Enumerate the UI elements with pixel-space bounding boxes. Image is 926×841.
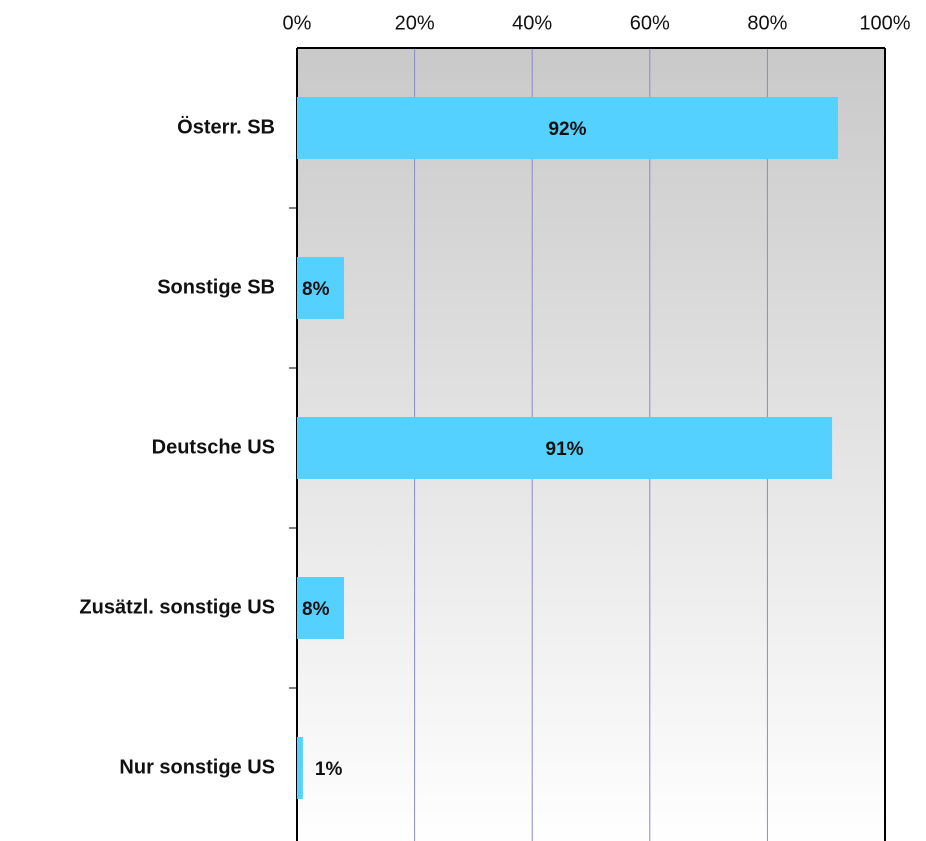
y-tick-label: Nur sonstige US	[119, 756, 275, 778]
x-tick-label: 60%	[630, 12, 670, 34]
bar	[297, 737, 303, 799]
bar	[297, 257, 345, 319]
y-tick-label: Sonstige SB	[157, 276, 275, 298]
bar	[297, 577, 345, 639]
value-label: 8%	[302, 279, 330, 300]
bar	[297, 417, 833, 479]
value-label: 1%	[315, 759, 343, 780]
value-label: 91%	[546, 439, 584, 460]
y-tick-label: Deutsche US	[152, 436, 275, 458]
bar	[297, 97, 838, 159]
x-tick-label: 100%	[859, 12, 910, 34]
x-tick-label: 0%	[283, 12, 312, 34]
y-tick-label: Zusätzl. sonstige US	[79, 596, 275, 618]
value-label: 92%	[548, 119, 586, 140]
x-tick-label: 40%	[512, 12, 552, 34]
x-tick-label: 80%	[747, 12, 787, 34]
y-tick-label: Österr. SB	[177, 115, 275, 138]
x-tick-label: 20%	[395, 12, 435, 34]
value-label: 8%	[302, 599, 330, 620]
